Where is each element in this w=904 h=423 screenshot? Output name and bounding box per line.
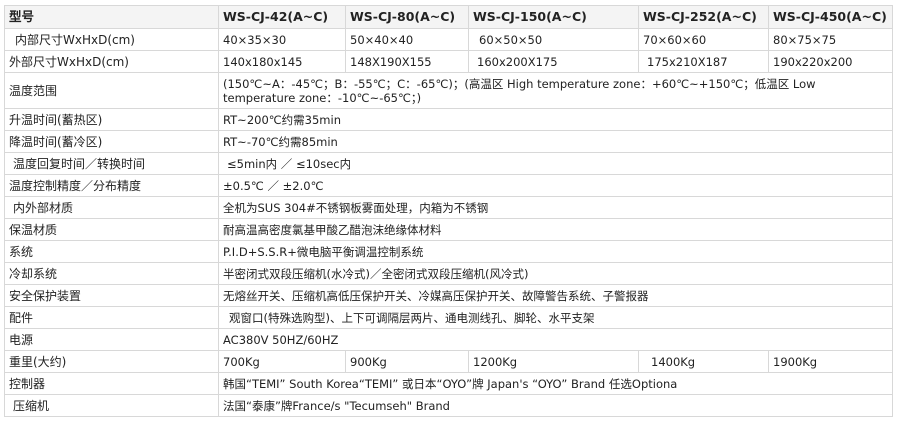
row-label: 安全保护装置: [4, 284, 219, 307]
cell: 148X190X155: [345, 50, 469, 73]
cell: 耐高温高密度氯基甲酸乙醋泡沫绝缘体材料: [218, 218, 893, 241]
row-label: 降温时间(蓄冷区): [4, 130, 219, 153]
row-label: 配件: [4, 306, 219, 329]
table-row: 系统 P.I.D+S.S.R+微电脑平衡调温控制系统: [4, 240, 893, 263]
row-label: 电源: [4, 328, 219, 351]
cell: 1200Kg: [468, 350, 639, 373]
row-label: 外部尺寸WxHxD(cm): [4, 50, 219, 73]
row-label: 冷却系统: [4, 262, 219, 285]
cell: RT~-70℃约需85min: [218, 130, 893, 153]
table-row: 温度回复时间／转换时间 ≤5min内 ／ ≤10sec内: [4, 152, 893, 175]
cell: 法国“泰康”牌France/s "Tecumseh" Brand: [218, 394, 893, 417]
table-row: 重里(大约) 700Kg 900Kg 1200Kg 1400Kg 1900Kg: [4, 350, 893, 373]
cell: 全机为SUS 304#不锈钢板雾面处理，内箱为不锈钢: [218, 196, 893, 219]
row-label: 系统: [4, 240, 219, 263]
header-label: 型号: [4, 5, 219, 29]
table-row: 冷却系统 半密闭式双段压缩机(水冷式)／全密闭式双段压缩机(风冷式): [4, 262, 893, 285]
cell: 40×35×30: [218, 28, 346, 51]
row-label: 控制器: [4, 372, 219, 395]
model-header: WS-CJ-42(A~C): [218, 5, 346, 29]
table-row: 温度范围 (150℃~A：-45℃；B：-55℃；C：-65℃)；(高温区 Hi…: [4, 72, 893, 109]
cell: 140x180x145: [218, 50, 346, 73]
table-row: 外部尺寸WxHxD(cm) 140x180x145 148X190X155 16…: [4, 50, 893, 73]
row-label: 升温时间(蓄热区): [4, 108, 219, 131]
cell: AC380V 50HZ/60HZ: [218, 328, 893, 351]
table-row: 电源 AC380V 50HZ/60HZ: [4, 328, 893, 351]
cell: 900Kg: [345, 350, 469, 373]
model-header: WS-CJ-150(A~C): [468, 5, 639, 29]
row-label: 温度控制精度／分布精度: [4, 174, 219, 197]
row-label: 温度回复时间／转换时间: [4, 152, 219, 175]
cell: 韩国“TEMI” South Korea“TEMI” 或日本“OYO”牌 Jap…: [218, 372, 893, 395]
row-label: 保温材质: [4, 218, 219, 241]
cell: P.I.D+S.S.R+微电脑平衡调温控制系统: [218, 240, 893, 263]
cell: 1900Kg: [768, 350, 893, 373]
row-label: 压缩机: [4, 394, 219, 417]
cell: 观窗口(特殊选购型)、上下可调隔层两片、通电测线孔、脚轮、水平支架: [218, 306, 893, 329]
cell: 175x210X187: [638, 50, 769, 73]
table-row: 控制器 韩国“TEMI” South Korea“TEMI” 或日本“OYO”牌 …: [4, 372, 893, 395]
spec-table: 型号 WS-CJ-42(A~C) WS-CJ-80(A~C) WS-CJ-150…: [4, 5, 893, 417]
cell: 160x200X175: [468, 50, 639, 73]
table-row: 温度控制精度／分布精度 ±0.5℃ ／ ±2.0℃: [4, 174, 893, 197]
cell: 60×50×50: [468, 28, 639, 51]
cell: 半密闭式双段压缩机(水冷式)／全密闭式双段压缩机(风冷式): [218, 262, 893, 285]
cell: 190x220x200: [768, 50, 893, 73]
table-row: 内外部材质 全机为SUS 304#不锈钢板雾面处理，内箱为不锈钢: [4, 196, 893, 219]
row-label: 重里(大约): [4, 350, 219, 373]
model-header: WS-CJ-450(A~C): [768, 5, 893, 29]
table-row: 降温时间(蓄冷区) RT~-70℃约需85min: [4, 130, 893, 153]
cell: RT~200℃约需35min: [218, 108, 893, 131]
cell: 1400Kg: [638, 350, 769, 373]
table-row: 升温时间(蓄热区) RT~200℃约需35min: [4, 108, 893, 131]
cell: ±0.5℃ ／ ±2.0℃: [218, 174, 893, 197]
table-row: 内部尺寸WxHxD(cm) 40×35×30 50×40×40 60×50×50…: [4, 28, 893, 51]
row-label: 内外部材质: [4, 196, 219, 219]
model-header: WS-CJ-80(A~C): [345, 5, 469, 29]
model-header: WS-CJ-252(A~C): [638, 5, 769, 29]
table-row: 配件 观窗口(特殊选购型)、上下可调隔层两片、通电测线孔、脚轮、水平支架: [4, 306, 893, 329]
cell: ≤5min内 ／ ≤10sec内: [218, 152, 893, 175]
cell: 80×75×75: [768, 28, 893, 51]
cell: 无熔丝开关、压缩机高低压保护开关、冷媒高压保护开关、故障警告系统、子警报器: [218, 284, 893, 307]
table-row: 安全保护装置 无熔丝开关、压缩机高低压保护开关、冷媒高压保护开关、故障警告系统、子…: [4, 284, 893, 307]
cell: 70×60×60: [638, 28, 769, 51]
cell: (150℃~A：-45℃；B：-55℃；C：-65℃)；(高温区 High te…: [218, 72, 893, 109]
cell: 50×40×40: [345, 28, 469, 51]
header-row: 型号 WS-CJ-42(A~C) WS-CJ-80(A~C) WS-CJ-150…: [4, 5, 893, 29]
table-row: 保温材质 耐高温高密度氯基甲酸乙醋泡沫绝缘体材料: [4, 218, 893, 241]
cell: 700Kg: [218, 350, 346, 373]
table-row: 压缩机 法国“泰康”牌France/s "Tecumseh" Brand: [4, 394, 893, 417]
row-label: 温度范围: [4, 72, 219, 109]
row-label: 内部尺寸WxHxD(cm): [4, 28, 219, 51]
